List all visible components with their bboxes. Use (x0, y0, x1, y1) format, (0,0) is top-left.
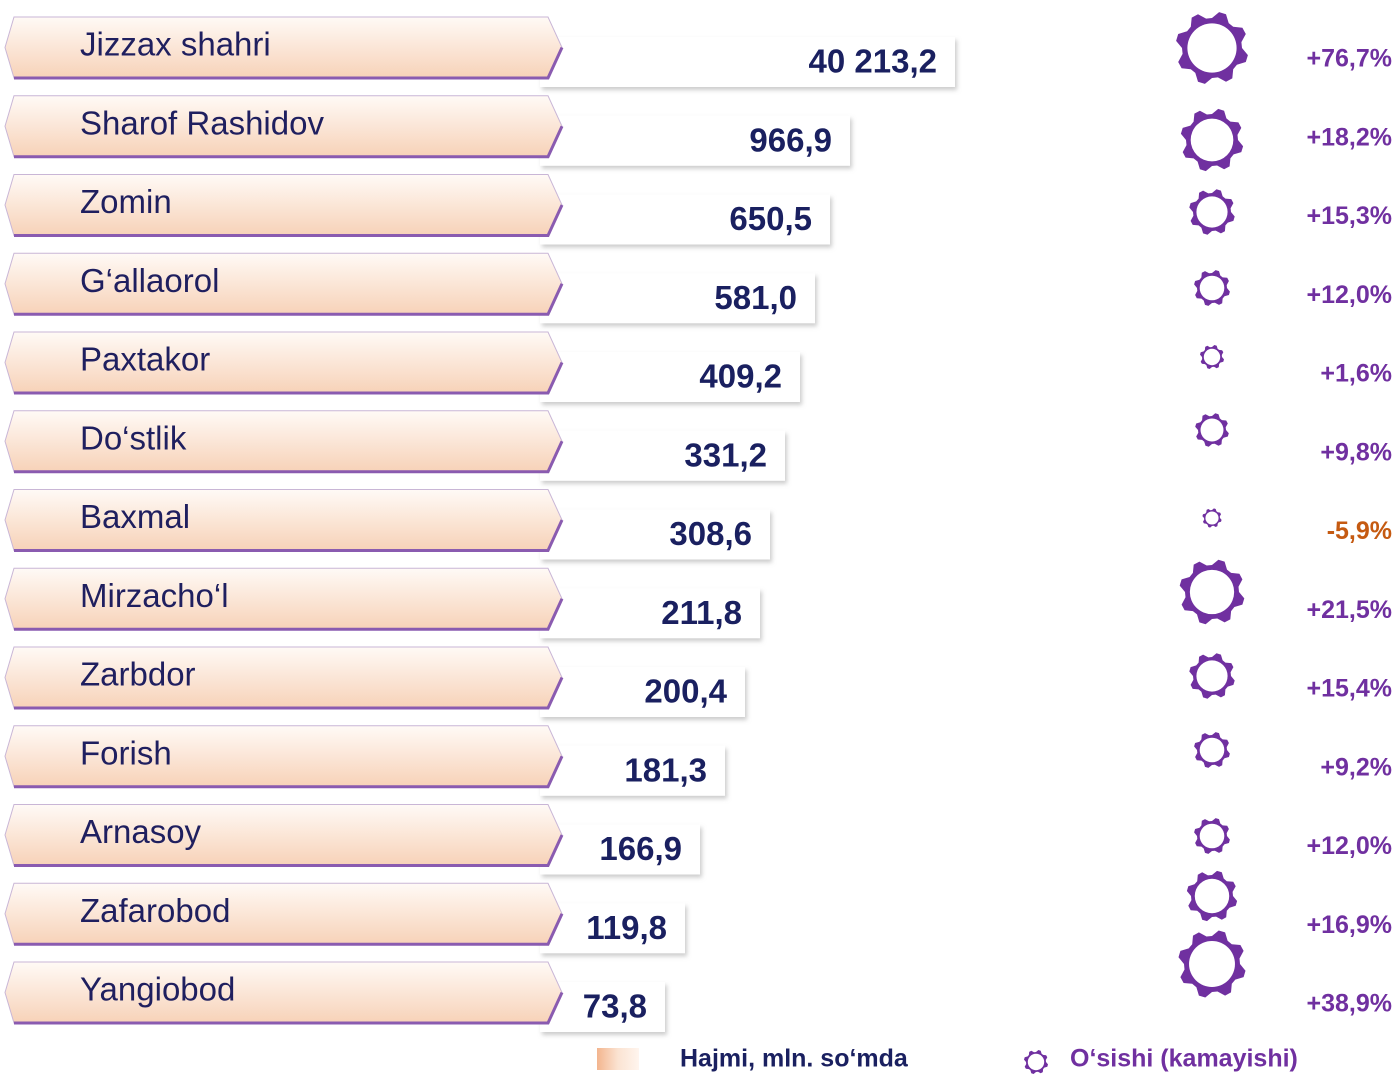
region-name: G‘allaorol (80, 262, 219, 299)
banner-edge (14, 361, 564, 395)
region-name: Paxtakor (80, 341, 210, 378)
gear-hole (1205, 511, 1219, 525)
growth-value: -5,9% (1327, 517, 1392, 545)
value-box (540, 588, 760, 639)
gear-hole (1190, 118, 1234, 162)
growth-value: +76,7% (1307, 45, 1393, 73)
growth-value: +21,5% (1307, 596, 1393, 624)
value-box (540, 430, 785, 481)
banner-edge (14, 834, 564, 867)
growth-value: +18,2% (1307, 123, 1393, 151)
region-name: Zafarobod (80, 892, 230, 929)
banner-edge (14, 676, 564, 710)
banner-edge (14, 913, 564, 946)
growth-value: +38,9% (1307, 990, 1393, 1018)
growth-value: +12,0% (1307, 832, 1393, 860)
row: Zarbdor 200,4 +15,4% (4, 646, 1393, 717)
row: Sharof Rashidov 966,9 +18,2% (4, 95, 1393, 172)
region-name: Baxmal (80, 498, 190, 535)
banner-edge (14, 519, 564, 552)
growth-value: +15,3% (1307, 202, 1393, 230)
value-box (540, 37, 955, 87)
region-name: Forish (80, 734, 172, 771)
banner-edge (14, 125, 564, 159)
banner-edge (14, 283, 564, 316)
growth-value: +12,0% (1307, 281, 1393, 309)
growth-value: +9,8% (1320, 438, 1392, 466)
region-name: Zomin (80, 183, 172, 220)
volume-value: 966,9 (749, 121, 832, 158)
legend-swatch (597, 1048, 639, 1070)
value-box (540, 115, 850, 166)
gear-hole (1199, 823, 1225, 849)
row: Baxmal 308,6 -5,9% (4, 489, 1392, 560)
banner-edge (14, 991, 564, 1025)
banner-edge (14, 204, 564, 237)
legend-volume: Hajmi, mln. so‘mda (680, 1045, 909, 1073)
volume-value: 166,9 (599, 830, 682, 867)
region-name: Sharof Rashidov (80, 104, 324, 141)
value-box (540, 509, 770, 560)
gear-hole (1200, 418, 1224, 442)
row: Mirzacho‘l 211,8 +21,5% (4, 559, 1393, 639)
gear-hole (1189, 569, 1235, 615)
growth-value: +1,6% (1320, 360, 1392, 388)
banner-edge (14, 755, 564, 789)
region-name: Mirzacho‘l (80, 577, 229, 614)
volume-value: 73,8 (583, 988, 647, 1025)
banner-edge (14, 598, 564, 631)
gear-hole (1199, 275, 1225, 301)
region-name: Zarbdor (80, 656, 196, 693)
row: Arnasoy 166,9 +12,0% (4, 804, 1393, 875)
legend-growth: O‘sishi (kamayishi) (1070, 1045, 1298, 1073)
gear-hole (1203, 348, 1221, 366)
value-box (540, 273, 815, 324)
row: Paxtakor 409,2 +1,6% (4, 331, 1392, 402)
row: Yangiobod 73,8 +38,9% (4, 930, 1393, 1032)
row: Do‘stlik 331,2 +9,8% (4, 410, 1392, 481)
volume-value: 650,5 (729, 200, 812, 237)
value-box (540, 352, 800, 402)
volume-value: 181,3 (624, 751, 707, 788)
volume-value: 40 213,2 (809, 43, 937, 80)
growth-value: +15,4% (1307, 675, 1393, 703)
region-name: Arnasoy (80, 813, 202, 850)
region-name: Jizzax shahri (80, 26, 271, 63)
gear-hole (1027, 1053, 1045, 1071)
gear-hole (1199, 737, 1225, 763)
value-box (540, 667, 745, 717)
volume-value: 581,0 (714, 279, 797, 316)
volume-value: 409,2 (699, 358, 782, 395)
gear-hole (1187, 23, 1237, 73)
volume-value: 200,4 (644, 673, 727, 710)
volume-value: 211,8 (661, 594, 742, 631)
gear-hole (1196, 660, 1228, 692)
value-box (540, 194, 830, 245)
value-box (540, 903, 685, 954)
row: Forish 181,3 +9,2% (4, 725, 1392, 796)
value-box (540, 745, 725, 796)
volume-value: 119,8 (586, 909, 667, 946)
gear-hole (1196, 196, 1228, 228)
volume-value: 331,2 (684, 436, 767, 473)
row: G‘allaorol 581,0 +12,0% (4, 252, 1393, 324)
growth-value: +16,9% (1307, 911, 1393, 939)
value-box (540, 824, 700, 875)
volume-value: 308,6 (669, 515, 752, 552)
gear-hole (1189, 941, 1235, 987)
row: Zafarobod 119,8 +16,9% (4, 870, 1393, 954)
region-name: Do‘stlik (80, 419, 187, 456)
gear-hole (1194, 878, 1230, 914)
banner-edge (14, 46, 564, 80)
region-name: Yangiobod (80, 971, 235, 1008)
banner-edge (14, 440, 564, 474)
row: Jizzax shahri 40 213,2 +76,7% (4, 12, 1393, 87)
row: Zomin 650,5 +15,3% (4, 174, 1393, 245)
growth-value: +9,2% (1320, 753, 1392, 781)
legend: Hajmi, mln. so‘mda O‘sishi (kamayishi) (597, 1045, 1298, 1074)
